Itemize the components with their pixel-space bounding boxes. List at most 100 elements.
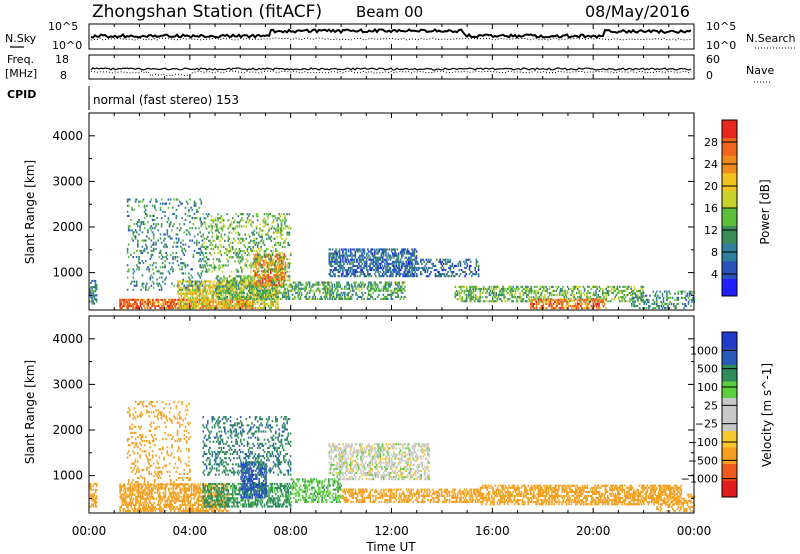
- scatter-cell: [426, 260, 429, 263]
- scatter-cell: [188, 210, 190, 213]
- scatter-cell: [271, 245, 274, 248]
- scatter-cell: [339, 256, 342, 259]
- scatter-cell: [185, 305, 187, 308]
- scatter-cell: [160, 276, 163, 279]
- scatter-cell: [141, 284, 144, 287]
- scatter-cell: [535, 302, 538, 305]
- scatter-cell: [644, 294, 647, 297]
- scatter-cell: [196, 282, 199, 285]
- scatter-cell: [126, 288, 129, 291]
- scatter-cell: [634, 300, 636, 303]
- scatter-cell: [267, 274, 270, 277]
- scatter-cell: [336, 285, 338, 288]
- scatter-cell: [542, 305, 545, 308]
- scatter-cell: [157, 302, 160, 305]
- scatter-cell: [281, 233, 284, 236]
- scatter-cell: [181, 217, 183, 220]
- scatter-cell: [376, 256, 378, 259]
- scatter-cell: [237, 233, 240, 236]
- scatter-cell: [474, 285, 477, 288]
- scatter-cell: [264, 219, 267, 222]
- scatter-cell: [402, 250, 404, 253]
- scatter-cell: [546, 298, 548, 301]
- scatter-cell: [358, 283, 361, 286]
- scatter-cell: [253, 233, 256, 236]
- scatter-cell: [363, 285, 365, 288]
- scatter-cell: [181, 282, 183, 285]
- scatter-cell: [354, 254, 357, 257]
- scatter-cell: [256, 307, 259, 310]
- scatter-cell: [666, 290, 668, 293]
- scatter-cell: [182, 307, 185, 310]
- scatter-cell: [204, 280, 207, 283]
- scatter-cell: [243, 295, 245, 298]
- scatter-cell: [377, 256, 379, 259]
- scatter-cell: [364, 264, 367, 267]
- scatter-cell: [175, 251, 178, 254]
- scatter-cell: [233, 285, 235, 288]
- scatter-cell: [284, 293, 286, 296]
- scatter-cell: [412, 252, 414, 255]
- scatter-cell: [258, 282, 261, 285]
- scatter-cell: [168, 300, 170, 303]
- scatter-cell: [372, 269, 375, 272]
- scatter-cell: [216, 287, 218, 290]
- scatter-cell: [400, 285, 403, 288]
- scatter-cell: [239, 266, 242, 269]
- scatter-cell: [241, 225, 243, 228]
- scatter-cell: [275, 278, 278, 281]
- scatter-cell: [129, 198, 131, 201]
- scatter-cell: [189, 296, 192, 299]
- scatter-cell: [210, 254, 212, 257]
- scatter-cell: [403, 295, 405, 298]
- scatter-cell: [648, 300, 650, 303]
- scatter-cell: [317, 287, 320, 290]
- scatter-cell: [279, 268, 282, 271]
- scatter-cell: [595, 289, 597, 292]
- scatter-cell: [142, 221, 145, 224]
- scatter-cell: [273, 227, 276, 230]
- scatter-cell: [231, 300, 234, 303]
- scatter-cell: [299, 283, 302, 286]
- scatter-cell: [265, 284, 267, 287]
- scatter-cell: [209, 264, 211, 267]
- scatter-cell: [433, 269, 436, 272]
- scatter-cell: [535, 307, 538, 310]
- scatter-cell: [408, 264, 411, 267]
- scatter-cell: [443, 275, 446, 278]
- scatter-cell: [247, 252, 250, 255]
- scatter-cell: [690, 292, 692, 295]
- scatter-cell: [194, 300, 196, 303]
- scatter-cell: [355, 260, 358, 263]
- scatter-cell: [526, 296, 528, 299]
- scatter-cell: [274, 307, 277, 310]
- scatter-cell: [178, 305, 180, 308]
- scatter-cell: [173, 298, 176, 301]
- scatter-cell: [591, 294, 594, 297]
- scatter-cell: [166, 231, 169, 234]
- scatter-cell: [246, 285, 249, 288]
- scatter-cell: [247, 298, 249, 301]
- scatter-cell: [224, 277, 226, 280]
- scatter-cell: [412, 254, 414, 257]
- scatter-cell: [275, 307, 278, 310]
- scatter-cell: [246, 284, 248, 287]
- scatter-cell: [577, 305, 580, 308]
- scatter-cell: [294, 297, 296, 300]
- scatter-cell: [377, 269, 379, 272]
- scatter-cell: [348, 287, 351, 290]
- scatter-cell: [503, 294, 505, 297]
- scatter-cell: [336, 260, 338, 263]
- scatter-cell: [444, 260, 447, 263]
- scatter-cell: [232, 293, 234, 296]
- scatter-cell: [270, 298, 272, 301]
- scatter-cell: [370, 283, 372, 286]
- scatter-cell: [486, 300, 488, 303]
- scatter-cell: [682, 290, 684, 293]
- scatter-cell: [218, 284, 220, 287]
- scatter-cell: [379, 256, 382, 259]
- scatter-cell: [256, 254, 259, 257]
- scatter-cell: [277, 278, 280, 281]
- scatter-cell: [254, 243, 257, 246]
- scatter-cell: [223, 300, 226, 303]
